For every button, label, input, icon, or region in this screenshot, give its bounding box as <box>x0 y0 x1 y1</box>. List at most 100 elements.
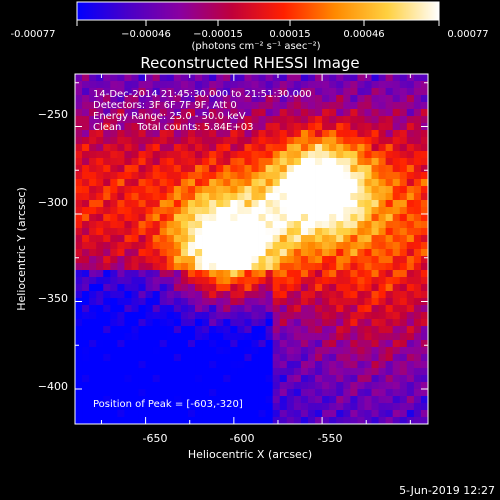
heatmap-cell <box>350 81 358 89</box>
heatmap-cell <box>378 340 387 348</box>
heatmap-cell <box>152 270 161 278</box>
heatmap-cell <box>152 137 161 145</box>
heatmap-cell <box>75 417 83 425</box>
y-tick-label: −400 <box>38 380 68 393</box>
heatmap-cell <box>258 284 267 292</box>
heatmap-cell <box>378 179 387 187</box>
heatmap-cell <box>117 249 125 257</box>
heatmap-cell <box>420 354 429 362</box>
heatmap-cell <box>350 214 358 222</box>
heatmap-cell <box>357 242 365 250</box>
heatmap-cell <box>279 340 288 348</box>
heatmap-cell <box>166 319 175 327</box>
heatmap-cell <box>173 144 182 152</box>
heatmap-cell <box>307 151 316 159</box>
heatmap-cell <box>237 95 245 103</box>
heatmap-cell <box>173 158 182 166</box>
heatmap-cell <box>110 249 118 257</box>
heatmap-cell <box>265 200 274 208</box>
heatmap-cell <box>152 207 161 215</box>
heatmap-cell <box>413 200 422 208</box>
heatmap-cell <box>237 319 245 327</box>
heatmap-cell <box>420 312 429 320</box>
heatmap-cell <box>237 221 245 229</box>
heatmap-cell <box>103 326 111 334</box>
colorbar-tick-label: 0.00046 <box>343 29 384 40</box>
heatmap-cell <box>293 305 302 313</box>
heatmap-cell <box>357 305 365 313</box>
heatmap-cell <box>244 256 252 264</box>
heatmap-cell <box>187 186 196 194</box>
heatmap-cell <box>223 228 231 236</box>
heatmap-cell <box>82 200 90 208</box>
heatmap-cell <box>279 102 288 110</box>
heatmap-cell <box>420 95 429 103</box>
heatmap-cell <box>159 151 168 159</box>
heatmap-cell <box>286 389 295 397</box>
heatmap-cell <box>230 207 238 215</box>
heatmap-cell <box>195 200 203 208</box>
heatmap-cell <box>307 116 316 124</box>
heatmap-cell <box>180 186 189 194</box>
heatmap-cell <box>385 368 394 376</box>
heatmap-cell <box>378 270 387 278</box>
heatmap-cell <box>209 298 217 306</box>
heatmap-cell <box>131 277 139 285</box>
heatmap-cell <box>195 270 203 278</box>
heatmap-cell <box>103 130 111 138</box>
heatmap-cell <box>159 291 168 299</box>
heatmap-cell <box>237 396 245 404</box>
heatmap-cell <box>173 382 182 390</box>
heatmap-cell <box>209 333 217 341</box>
heatmap-cell <box>166 417 175 425</box>
heatmap-cell <box>237 151 245 159</box>
heatmap-cell <box>124 88 132 96</box>
heatmap-cell <box>117 130 125 138</box>
heatmap-cell <box>223 319 231 327</box>
heatmap-cell <box>124 144 132 152</box>
heatmap-cell <box>272 74 281 82</box>
heatmap-cell <box>406 102 415 110</box>
heatmap-cell <box>286 165 295 173</box>
heatmap-cell <box>343 361 351 369</box>
heatmap-cell <box>96 151 104 159</box>
heatmap-cell <box>152 193 161 201</box>
heatmap-cell <box>223 361 231 369</box>
heatmap-cell <box>420 165 429 173</box>
heatmap-cell <box>364 396 372 404</box>
heatmap-cell <box>300 326 309 334</box>
heatmap-cell <box>103 88 111 96</box>
heatmap-cell <box>216 137 224 145</box>
heatmap-cell <box>138 312 146 320</box>
heatmap-cell <box>272 382 281 390</box>
heatmap-cell <box>322 228 330 236</box>
heatmap-cell <box>209 207 217 215</box>
heatmap-cell <box>124 137 132 145</box>
heatmap-cell <box>272 410 281 418</box>
heatmap-cell <box>392 207 401 215</box>
heatmap-cell <box>251 319 259 327</box>
heatmap-cell <box>378 151 387 159</box>
heatmap-cell <box>230 186 238 194</box>
info-detectors: Detectors: 3F 6F 7F 9F, Att 0 <box>93 100 237 111</box>
heatmap-cell <box>82 172 90 180</box>
heatmap-cell <box>385 200 394 208</box>
heatmap-cell <box>251 130 259 138</box>
heatmap-cell <box>293 116 302 124</box>
heatmap-cell <box>322 74 330 82</box>
heatmap-cell <box>406 179 415 187</box>
heatmap-cell <box>244 403 252 411</box>
heatmap-cell <box>152 382 161 390</box>
heatmap-cell <box>237 291 245 299</box>
heatmap-cell <box>322 277 330 285</box>
heatmap-cell <box>251 137 259 145</box>
heatmap-cell <box>195 291 203 299</box>
heatmap-cell <box>110 396 118 404</box>
heatmap-cell <box>244 340 252 348</box>
heatmap-cell <box>307 410 316 418</box>
heatmap-cell <box>336 242 344 250</box>
heatmap-cell <box>244 95 252 103</box>
heatmap-cell <box>286 403 295 411</box>
heatmap-cell <box>251 256 259 264</box>
heatmap-cell <box>187 123 196 131</box>
